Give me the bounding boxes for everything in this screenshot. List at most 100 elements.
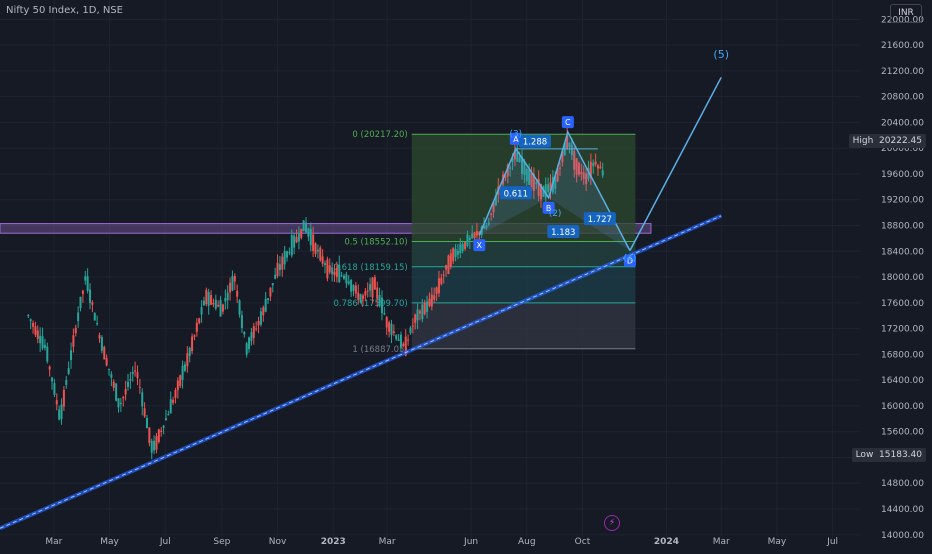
candle-body [364,291,367,296]
y-tick-label: 14000.00 [881,531,924,541]
candle-body [511,158,514,162]
flash-icon[interactable]: ⚡ [604,515,620,531]
candle-body [46,346,49,362]
x-tick-label: Mar [45,537,62,547]
candle-body [409,327,412,334]
ratio-label: 0.611 [504,189,528,199]
candle-body [404,336,407,356]
currency-selector[interactable]: INR [890,4,922,23]
candle-body [592,162,595,167]
trendline-center [0,215,722,529]
candle-body [131,371,134,375]
pattern-point-label: X [477,241,483,250]
candle-body [34,326,37,335]
candle-body [369,284,372,291]
candle-body [521,156,524,174]
y-tick-label: 20800.00 [881,93,924,103]
candle-body [535,182,538,184]
x-tick-label: Aug [518,537,536,547]
candle-body [487,222,490,225]
candle-body [366,290,369,292]
ratio-badge [583,212,616,226]
candle-body [43,344,46,348]
candle-body [461,243,464,251]
candle-body [281,256,284,270]
candle-body [167,414,170,416]
candle-body [91,302,94,305]
candle-body [245,343,248,355]
candle-body [392,331,395,333]
candle-body [447,255,450,275]
candle-body [188,347,191,356]
candle-body [414,314,417,323]
candle-body [537,178,540,196]
x-tick-label: Mar [379,537,396,547]
pattern-point-badge [542,201,555,214]
candle-body [134,370,137,372]
ratio-badge [518,134,551,148]
candle-body [395,335,398,340]
candle-body [490,213,493,215]
candle-body [172,399,175,403]
candle-body [468,237,471,241]
candle-body [286,251,289,258]
candle-body [181,365,184,380]
candle-body [67,368,70,374]
candle-body [532,173,535,191]
candle-body [153,440,156,451]
candle-body [338,264,341,283]
candle-body [81,290,84,294]
candle-body [255,328,258,330]
candle-body [53,383,56,395]
candle-body [390,323,393,336]
candle-body [331,267,334,275]
candle-body [464,242,467,249]
candle-body [274,274,277,279]
ratio-badge [499,186,532,200]
y-tick-label: 20000.00 [881,144,924,154]
candle-body [210,295,213,305]
candle-body [350,279,353,292]
candle-body [354,285,357,294]
ratio-label: 1.288 [523,138,547,148]
x-tick-label: May [100,537,119,547]
harmonic-pattern-line [478,130,631,251]
candle-body [421,304,424,320]
candle-body [380,297,383,314]
y-tick-label: 16800.00 [881,350,924,360]
candle-body [361,295,364,299]
candle-body [437,278,440,294]
pattern-point-badge [623,254,636,267]
candle-body [70,350,73,361]
candle-body [39,335,42,344]
candle-body [352,284,355,291]
x-tick-label: Oct [575,537,591,547]
candle-body [459,244,462,254]
candle-body [143,408,146,417]
x-tick-label: Jul [159,537,171,547]
candle-body [77,312,80,322]
candle-body [150,440,153,453]
candle-body [540,183,543,200]
candle-body [164,418,167,420]
candle-body [62,389,65,407]
x-tick-label: Jun [463,537,478,547]
candle-body [475,231,478,236]
y-tick-label: 18400.00 [881,247,924,257]
candle-body [162,425,165,428]
candle-body [300,228,303,238]
candle-body [193,335,196,337]
x-tick-label: Sep [213,537,230,547]
y-tick-label: 21600.00 [881,41,924,51]
candle-body [191,336,194,352]
candle-body [523,160,526,175]
fib-level-label: 0.5 (18552.10) [344,237,407,247]
candle-body [385,317,388,328]
candle-body [449,253,452,267]
resistance-zone [0,223,652,234]
y-tick-label: 18000.00 [881,273,924,283]
y-tick-label: 17600.00 [881,299,924,309]
pattern-point-label: A [513,135,519,144]
